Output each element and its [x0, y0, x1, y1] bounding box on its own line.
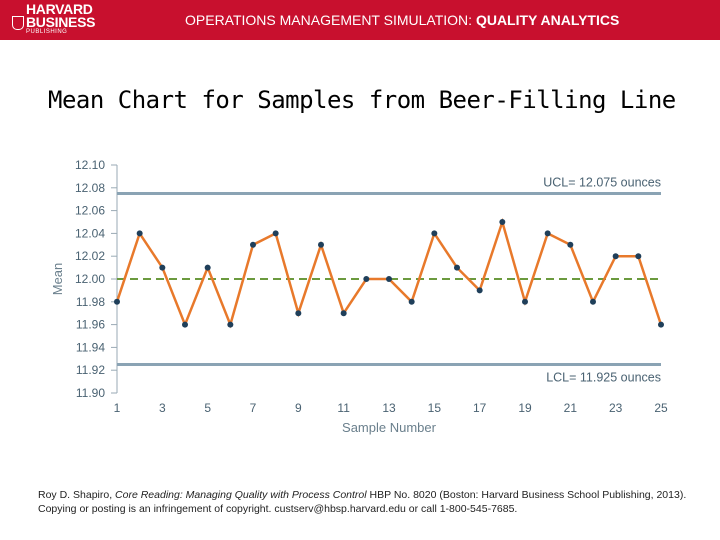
y-tick-label: 12.00	[75, 272, 105, 286]
lcl-label: LCL= 11.925 ounces	[546, 371, 661, 385]
y-tick-label: 12.02	[75, 249, 105, 263]
logo-line1: HARVARD	[26, 1, 93, 17]
x-tick-label: 3	[159, 401, 166, 415]
data-point	[431, 230, 438, 237]
data-point	[363, 276, 370, 282]
y-tick-label: 11.96	[76, 318, 105, 332]
y-tick-label: 12.06	[75, 204, 105, 218]
header-title-bold: QUALITY ANALYTICS	[475, 12, 620, 28]
citation: Roy D. Shapiro, Core Reading: Managing Q…	[38, 488, 698, 516]
citation-author: Roy D. Shapiro,	[38, 489, 116, 501]
x-tick-label: 13	[382, 401, 396, 415]
data-point	[114, 298, 120, 305]
data-point	[454, 264, 460, 271]
slide-title: Mean Chart for Samples from Beer-Filling…	[48, 86, 676, 114]
data-point	[318, 241, 324, 248]
data-point	[476, 287, 483, 294]
x-tick-label: 21	[564, 401, 578, 415]
logo-line2: BUSINESS	[26, 14, 96, 30]
y-tick-label: 11.94	[76, 340, 105, 354]
x-tick-label: 19	[518, 401, 532, 415]
x-tick-label: 7	[250, 401, 257, 415]
mean-chart: 12.10 12.08 12.06 12.04 12.02 12.00 11.98 11.96…	[50, 158, 668, 435]
data-point	[658, 321, 664, 328]
data-point	[159, 264, 166, 271]
logo-line3: PUBLISHING	[26, 29, 68, 35]
veritas-shield-icon	[12, 16, 24, 30]
data-point	[386, 276, 392, 282]
citation-rest: HBP No. 8020 (Boston: Harvard Business S…	[38, 489, 687, 515]
data-point	[408, 298, 415, 305]
x-tick-label: 23	[609, 401, 623, 415]
y-tick-label: 12.04	[75, 226, 105, 240]
data-point	[272, 230, 279, 237]
y-tick-label: 11.92	[76, 363, 105, 377]
y-axis-title: Mean	[50, 263, 65, 296]
data-point	[182, 321, 188, 328]
x-tick-label: 11	[337, 401, 350, 415]
y-tick-label: 12.10	[75, 158, 105, 172]
data-point	[567, 241, 574, 248]
data-point	[340, 310, 347, 317]
series-line	[115, 217, 663, 329]
data-point	[612, 253, 619, 260]
x-tick-label: 9	[295, 401, 302, 415]
x-tick-label: 15	[428, 401, 442, 415]
hbp-logo: HARVARD BUSINESS PUBLISHING	[12, 1, 96, 36]
data-point	[295, 310, 302, 317]
x-tick-label: 5	[204, 401, 211, 415]
x-tick-label: 25	[654, 401, 668, 415]
y-tick-label: 11.98	[76, 295, 105, 309]
data-point	[204, 264, 211, 271]
header-title-prefix: OPERATIONS MANAGEMENT SIMULATION:	[185, 12, 473, 28]
x-tick-label: 17	[473, 401, 487, 415]
data-point	[499, 219, 506, 225]
data-point	[544, 230, 551, 237]
x-axis-title: Sample Number	[342, 420, 437, 435]
y-tick-label: 12.08	[75, 181, 105, 195]
y-tick-label: 11.90	[76, 386, 105, 400]
x-tick-label: 1	[114, 401, 121, 415]
header-title: OPERATIONS MANAGEMENT SIMULATION: QUALIT…	[185, 12, 619, 28]
data-point	[635, 253, 642, 260]
data-point	[522, 298, 528, 305]
data-point	[250, 241, 256, 248]
ucl-label: UCL= 12.075 ounces	[543, 176, 661, 190]
data-point	[227, 321, 234, 328]
data-point	[136, 230, 143, 237]
data-point	[590, 298, 596, 305]
header-bar: HARVARD BUSINESS PUBLISHING OPERATIONS M…	[0, 0, 720, 40]
citation-work: Core Reading: Managing Quality with Proc…	[115, 489, 367, 501]
